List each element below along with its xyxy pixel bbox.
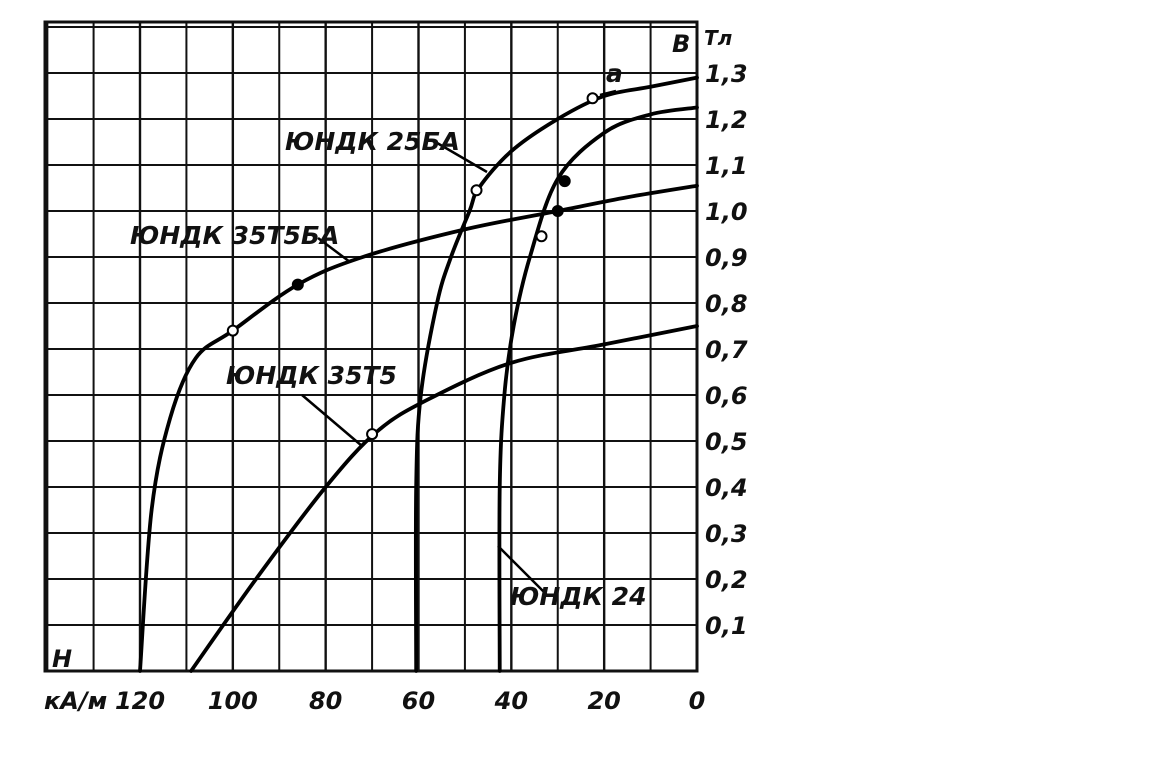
data-point-marker bbox=[366, 428, 379, 441]
y-tick-label: 1,3 bbox=[705, 60, 748, 88]
x-tick-label: 60 bbox=[402, 687, 435, 715]
curve-label-yundk-35t5ba: ЮНДК 35Т5БА bbox=[130, 221, 339, 250]
data-point-marker bbox=[226, 324, 239, 337]
data-point-marker bbox=[535, 230, 548, 243]
plot-frame bbox=[43, 20, 699, 673]
y-tick-label: 0,5 bbox=[705, 428, 748, 456]
x-axis-symbol: H bbox=[52, 645, 72, 673]
curve-label-yundk-24: ЮНДК 24 bbox=[510, 582, 646, 611]
label-leader-line bbox=[599, 89, 617, 97]
y-tick-label: 0,9 bbox=[705, 244, 748, 272]
data-point-marker bbox=[551, 205, 564, 217]
label-leader-line bbox=[497, 545, 549, 597]
curve-label-yundk-35t5: ЮНДК 35Т5 bbox=[226, 361, 397, 390]
label-leader-line bbox=[301, 394, 363, 447]
y-tick-label: 0,8 bbox=[705, 290, 748, 318]
data-point-marker bbox=[470, 184, 483, 197]
y-tick-label: 0,1 bbox=[705, 612, 748, 640]
x-tick-label: 0 bbox=[689, 687, 706, 715]
y-tick-label: 0,3 bbox=[705, 520, 748, 548]
data-markers bbox=[226, 92, 599, 441]
data-point-marker bbox=[291, 278, 304, 291]
x-tick-label: 20 bbox=[587, 687, 620, 715]
x-tick-label: 80 bbox=[309, 687, 342, 715]
y-tick-label: 1,0 bbox=[705, 198, 748, 226]
y-axis-symbol: B bbox=[672, 30, 690, 58]
label-leader-line bbox=[431, 138, 488, 174]
series-line-4 bbox=[497, 105, 699, 673]
series-line-3 bbox=[413, 75, 699, 673]
x-axis-unit: кА/м bbox=[44, 687, 107, 715]
data-point-marker bbox=[558, 175, 571, 188]
tick-labels: 120 100 80 60 40 20 0 0,1 0,2 0,3 0,4 0,5 0,6 0,7 0,8 0… bbox=[115, 60, 748, 715]
y-tick-label: 1,2 bbox=[705, 106, 748, 134]
y-tick-label: 1,1 bbox=[705, 152, 748, 180]
data-point-marker bbox=[586, 92, 599, 105]
label-leaders bbox=[301, 89, 617, 597]
series-line-2 bbox=[189, 324, 699, 673]
grid bbox=[43, 20, 699, 673]
point-label-a: a bbox=[606, 59, 623, 88]
y-tick-label: 0,6 bbox=[705, 382, 748, 410]
curve-label-yundk-25ba: ЮНДК 25БА bbox=[285, 127, 460, 156]
x-tick-label: 100 bbox=[208, 687, 258, 715]
y-tick-label: 0,7 bbox=[705, 336, 748, 364]
y-axis-unit: Тл bbox=[704, 26, 733, 50]
x-tick-label: 120 bbox=[115, 687, 165, 715]
x-tick-label: 40 bbox=[494, 687, 528, 715]
y-tick-label: 0,4 bbox=[705, 474, 748, 502]
label-leader-line bbox=[317, 237, 351, 263]
y-tick-label: 0,2 bbox=[705, 566, 748, 594]
